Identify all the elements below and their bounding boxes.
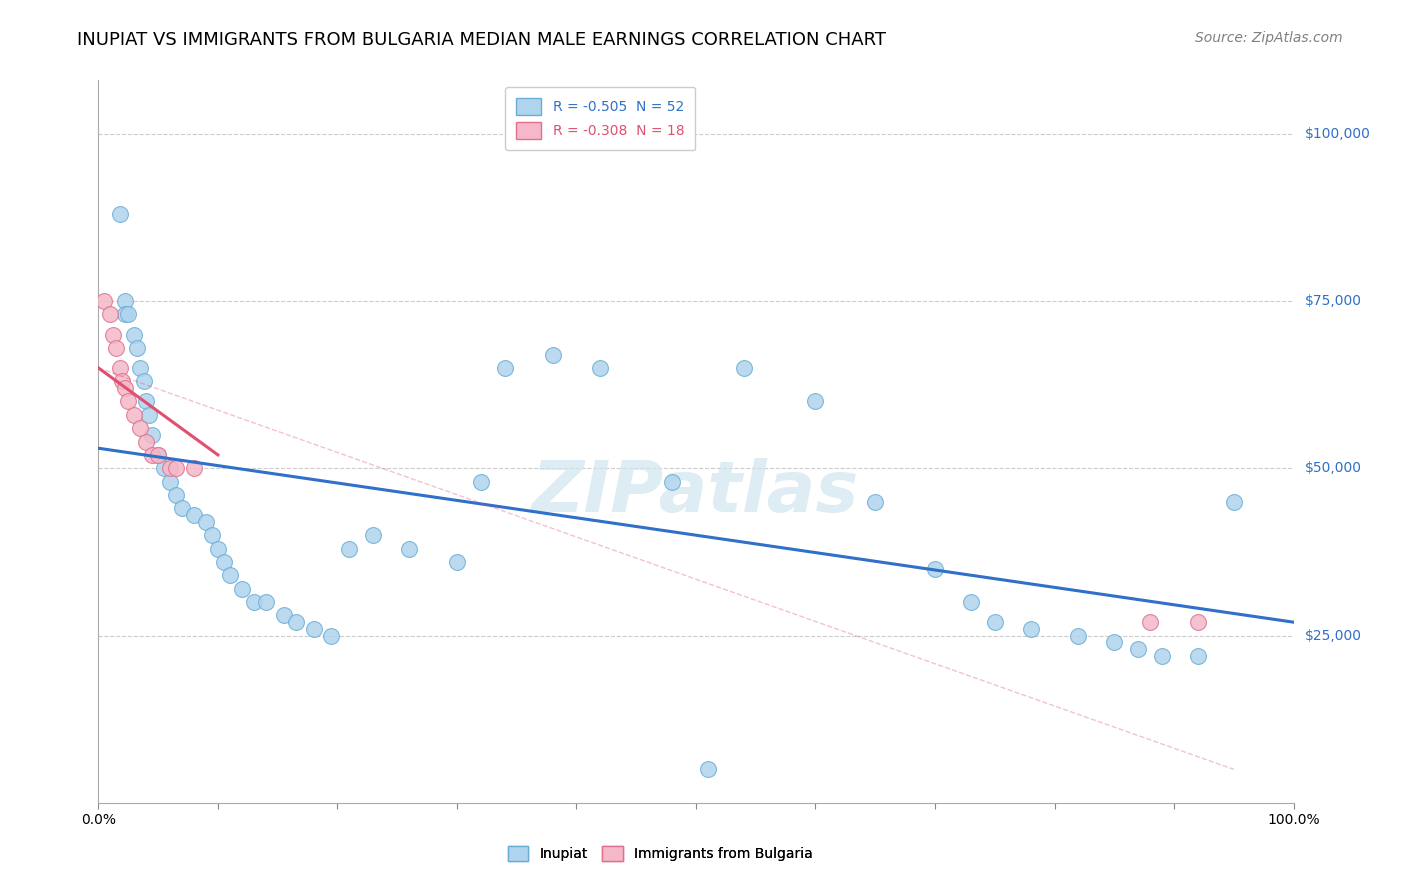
Point xyxy=(243,595,266,609)
Point xyxy=(129,361,152,376)
Text: $100,000: $100,000 xyxy=(1305,127,1371,141)
Point xyxy=(219,568,242,582)
Point xyxy=(1067,628,1090,642)
Point xyxy=(960,595,983,609)
Point xyxy=(165,461,187,475)
Point xyxy=(1187,648,1209,663)
Point xyxy=(114,381,136,395)
Point xyxy=(148,448,170,462)
Point xyxy=(924,562,946,576)
Point xyxy=(135,434,157,449)
Point xyxy=(195,515,218,529)
Point xyxy=(284,615,307,630)
Point xyxy=(446,555,468,569)
Point xyxy=(183,508,205,523)
Point xyxy=(114,307,136,321)
Text: INUPIAT VS IMMIGRANTS FROM BULGARIA MEDIAN MALE EARNINGS CORRELATION CHART: INUPIAT VS IMMIGRANTS FROM BULGARIA MEDI… xyxy=(77,31,886,49)
Text: $50,000: $50,000 xyxy=(1305,461,1361,475)
Point xyxy=(661,475,683,489)
Point xyxy=(98,307,122,321)
Point xyxy=(125,341,148,355)
Point xyxy=(494,361,516,376)
Point xyxy=(172,501,194,516)
Point xyxy=(129,421,152,435)
Point xyxy=(148,448,170,462)
Legend: Inupiat, Immigrants from Bulgaria: Inupiat, Immigrants from Bulgaria xyxy=(501,839,820,868)
Text: Source: ZipAtlas.com: Source: ZipAtlas.com xyxy=(1195,31,1343,45)
Point xyxy=(1152,648,1174,663)
Point xyxy=(111,375,134,389)
Point xyxy=(589,361,612,376)
Point xyxy=(135,394,157,409)
Point xyxy=(108,207,131,221)
Point xyxy=(302,622,325,636)
Point xyxy=(231,582,253,596)
Point xyxy=(804,394,827,409)
Point xyxy=(117,394,139,409)
Point xyxy=(159,461,181,475)
Point xyxy=(254,595,277,609)
Point xyxy=(865,494,887,508)
Point xyxy=(105,341,128,355)
Point xyxy=(138,408,160,422)
Point xyxy=(108,361,131,376)
Point xyxy=(363,528,385,542)
Point xyxy=(153,461,176,475)
Point xyxy=(101,327,124,342)
Point xyxy=(1223,494,1246,508)
Point xyxy=(141,448,163,462)
Point xyxy=(132,375,155,389)
Point xyxy=(93,293,115,308)
Point xyxy=(339,541,361,556)
Point xyxy=(733,361,755,376)
Point xyxy=(541,348,564,362)
Point xyxy=(1187,615,1209,630)
Point xyxy=(697,762,720,776)
Point xyxy=(1139,615,1161,630)
Point xyxy=(212,555,235,569)
Point xyxy=(159,475,181,489)
Text: ZIPatlas: ZIPatlas xyxy=(533,458,859,526)
Point xyxy=(114,293,136,308)
Point xyxy=(141,427,163,442)
Point xyxy=(207,541,229,556)
Point xyxy=(273,608,295,623)
Point xyxy=(1019,622,1042,636)
Point xyxy=(124,327,146,342)
Text: $75,000: $75,000 xyxy=(1305,294,1361,308)
Point xyxy=(183,461,205,475)
Point xyxy=(984,615,1007,630)
Point xyxy=(165,488,187,502)
Point xyxy=(398,541,420,556)
Point xyxy=(124,408,146,422)
Point xyxy=(117,307,139,321)
Point xyxy=(1104,635,1126,649)
Point xyxy=(321,628,343,642)
Point xyxy=(1128,642,1150,657)
Text: $25,000: $25,000 xyxy=(1305,629,1361,642)
Point xyxy=(201,528,224,542)
Point xyxy=(470,475,492,489)
